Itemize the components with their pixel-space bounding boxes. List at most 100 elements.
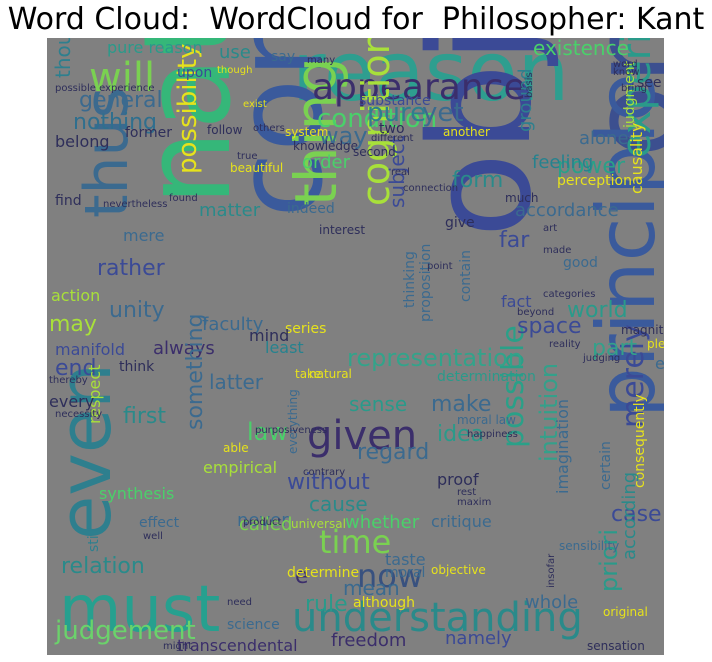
word-basis: basis xyxy=(524,72,535,98)
word-possibility: possibility xyxy=(173,43,203,174)
word-first: first xyxy=(123,404,166,429)
word-contain: contain xyxy=(458,250,474,302)
word-beyond: beyond xyxy=(517,307,555,318)
word-part: part xyxy=(592,336,638,361)
word-space: space xyxy=(517,314,582,339)
word-e: e xyxy=(295,564,309,589)
word-second: second xyxy=(353,145,396,159)
word-existence: existence xyxy=(533,38,629,60)
word-well: well xyxy=(143,531,163,542)
word-maxim: maxim xyxy=(457,497,492,508)
word-causality: causality xyxy=(627,122,646,194)
word-law: law xyxy=(247,418,289,446)
word-called: called xyxy=(239,514,293,535)
word-accordance: accordance xyxy=(515,200,619,221)
word-every: every xyxy=(49,392,95,411)
word-judgement: judgement xyxy=(55,616,196,646)
word-universal: universal xyxy=(291,517,346,531)
word-still: still xyxy=(86,527,102,552)
word-cloud-canvas: reasonnatureconceptobjectoneprinciplemus… xyxy=(47,38,664,655)
word-everything: everything xyxy=(286,389,300,454)
word-thinking: thinking xyxy=(402,251,418,308)
word-interest: interest xyxy=(319,223,366,237)
word-will: will xyxy=(89,55,156,101)
word-must: must xyxy=(59,573,221,647)
word-sensation: sensation xyxy=(587,639,645,653)
word-rule: rule xyxy=(305,592,348,617)
word-see: see xyxy=(637,75,662,91)
word-may: may xyxy=(49,312,97,337)
word-much: much xyxy=(505,191,539,205)
word-bring: bring xyxy=(621,83,647,94)
word-matter: matter xyxy=(199,200,261,221)
word-different: different xyxy=(371,133,414,144)
word-connection: connection xyxy=(403,183,459,194)
word-proposition: proposition xyxy=(418,243,434,322)
word-true: true xyxy=(237,151,258,162)
word-appearance: appearance xyxy=(312,67,526,108)
word-thereby: thereby xyxy=(49,375,88,386)
word-magnitude: magnitude xyxy=(621,323,664,337)
word-find: find xyxy=(55,193,82,209)
word-found: found xyxy=(169,193,198,204)
word-whole: whole xyxy=(525,592,579,613)
word-yet: yet xyxy=(422,98,464,128)
word-another: another xyxy=(443,125,490,139)
word-action: action xyxy=(51,286,101,305)
word-pure: pure xyxy=(367,98,427,128)
word-way: way xyxy=(319,122,368,150)
word-time: time xyxy=(319,523,392,561)
word-nothing: nothing xyxy=(73,110,157,135)
word-perception: perception xyxy=(557,173,632,189)
word-power: power xyxy=(557,154,625,179)
word-freedom: freedom xyxy=(331,630,407,651)
word-given: given xyxy=(307,413,418,459)
word-manifold: manifold xyxy=(55,340,125,359)
word-natural: natural xyxy=(309,367,352,381)
word-beautiful: beautiful xyxy=(230,161,284,175)
word-determination: determination xyxy=(437,369,536,385)
word-relation: relation xyxy=(61,554,145,579)
word-fact: fact xyxy=(501,292,532,311)
word-reality: reality xyxy=(549,339,581,350)
word-representation: representation xyxy=(347,344,524,372)
word-many: many xyxy=(307,55,336,66)
word-purposiveness: purposiveness xyxy=(255,425,328,436)
word-know: know xyxy=(613,67,640,78)
word-make: make xyxy=(431,392,492,417)
word-possible-experience: possible experience xyxy=(55,83,155,94)
word-take: take xyxy=(295,367,321,381)
word-use: use xyxy=(219,42,251,63)
word-namely: namely xyxy=(445,628,512,649)
word-pleasure: pleasure xyxy=(647,337,664,351)
word-system: system xyxy=(285,125,329,139)
word-according: according xyxy=(619,471,640,560)
word-cause: cause xyxy=(309,492,368,516)
word-form: form xyxy=(452,168,504,193)
word-general: general xyxy=(79,88,163,113)
word-rather: rather xyxy=(97,256,165,281)
word-world: world xyxy=(567,298,628,323)
word-able: able xyxy=(223,441,249,455)
word-faculty: faculty xyxy=(202,314,264,335)
word-word: word xyxy=(613,59,638,70)
word-mind: mind xyxy=(249,326,290,345)
word-unity: unity xyxy=(109,298,165,323)
word-necessity: necessity xyxy=(55,409,103,420)
word-say: say xyxy=(271,49,296,65)
word-feeling: feeling xyxy=(532,152,594,173)
word-always: always xyxy=(153,338,215,359)
word-mere: mere xyxy=(123,226,165,245)
word-others: others xyxy=(253,123,285,134)
word-might: might xyxy=(163,641,193,652)
word-regard: regard xyxy=(357,440,430,465)
word-rest: rest xyxy=(457,487,477,498)
word-mean: mean xyxy=(343,576,400,600)
word-latter: latter xyxy=(209,370,264,394)
word-good: good xyxy=(563,255,598,271)
word-substance: substance xyxy=(359,93,431,109)
word-determine: determine xyxy=(287,565,360,581)
word-alone: alone xyxy=(579,128,629,149)
word-upon: upon xyxy=(177,65,213,81)
word-least: least xyxy=(265,338,304,357)
